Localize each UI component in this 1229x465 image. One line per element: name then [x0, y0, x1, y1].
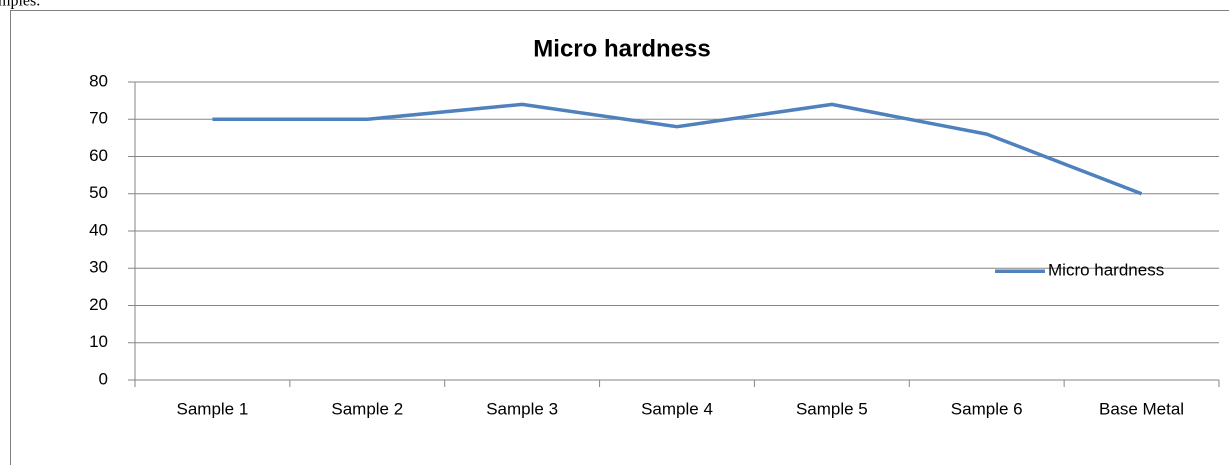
y-tick-label: 80 [89, 71, 108, 90]
y-tick-label: 20 [89, 295, 108, 314]
x-tick-label: Base Metal [1099, 399, 1184, 418]
y-tick-label: 60 [89, 146, 108, 165]
text-fragment: mples. [0, 0, 40, 10]
y-tick-label: 10 [89, 332, 108, 351]
legend-label: Micro hardness [1048, 261, 1164, 280]
y-tick-label: 70 [89, 109, 108, 128]
y-tick-label: 0 [99, 369, 108, 388]
x-tick-label: Sample 2 [331, 399, 403, 418]
y-tick-label: 30 [89, 258, 108, 277]
data-line [212, 102, 1143, 196]
chart-title: Micro hardness [533, 35, 710, 62]
x-tick-label: Sample 4 [641, 399, 713, 418]
x-tick-label: Sample 5 [796, 399, 868, 418]
x-tick-label: Sample 3 [486, 399, 558, 418]
x-tick-label: Sample 1 [177, 399, 249, 418]
chart-frame [10, 10, 1229, 465]
x-tick-label: Sample 6 [951, 399, 1023, 418]
y-tick-label: 40 [89, 220, 108, 239]
y-tick-label: 50 [89, 183, 108, 202]
